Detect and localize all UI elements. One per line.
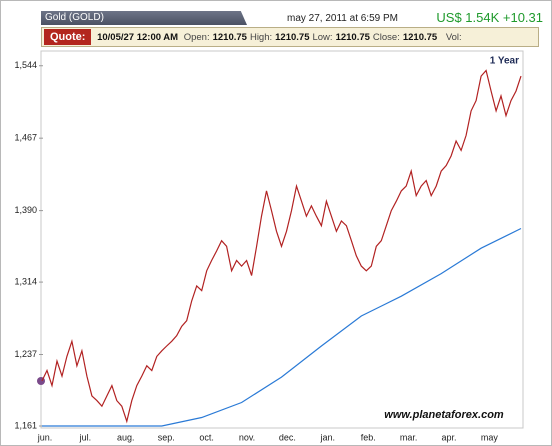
y-tick-label: 1,467 (14, 133, 37, 143)
quote-label: Close: (372, 32, 400, 43)
range-label: 1 Year (490, 56, 519, 67)
quote-fields: Open: 1210.75 High: 1210.75 Low: 1210.75 Close… (184, 32, 440, 43)
series-line (42, 227, 522, 427)
quote-value: 1210.75 (402, 32, 438, 43)
quote-label: Open: (183, 32, 210, 43)
plot-frame (40, 50, 524, 429)
y-tick-label: 1,390 (14, 205, 37, 215)
watermark-box (373, 393, 515, 427)
series-line (41, 69, 522, 424)
quote-label: High: (249, 32, 273, 43)
x-tick-label: sep. (158, 432, 175, 442)
header: Gold (GOLD) may 27, 2011 at 6:59 PM US$ … (1, 1, 551, 25)
y-tick-label: 1,161 (14, 420, 37, 430)
y-tick-label: 1,314 (14, 276, 37, 286)
x-tick-label: may (481, 432, 499, 442)
x-tick-label: jan. (320, 432, 336, 442)
timestamp: may 27, 2011 at 6:59 PM (287, 13, 398, 24)
quote-label: Low: (312, 32, 333, 43)
quote-label: Quote: (44, 29, 92, 45)
quote-bar: Quote: 10/05/27 12:00 AM Open: 1210.75 Hig… (41, 27, 539, 47)
volume-label: Vol: (445, 32, 462, 43)
quote-datetime: 10/05/27 12:00 AM (97, 32, 179, 43)
x-tick-label: aug. (117, 432, 135, 442)
y-tick-label: 1,237 (14, 349, 37, 359)
x-tick-label: jun. (37, 432, 53, 442)
x-tick-label: dec. (279, 432, 296, 442)
x-tick-label: nov. (239, 432, 255, 442)
x-tick-label: jul. (79, 432, 92, 442)
y-tick-label: 1,544 (14, 60, 37, 70)
price: US$ 1.54K +10.31 (436, 10, 543, 25)
quote-value: 1210.75 (275, 32, 310, 43)
x-tick-label: apr. (441, 432, 456, 442)
watermark: www.planetaforex.com (384, 409, 504, 421)
x-tick-label: feb. (361, 432, 376, 442)
quote-value: 1210.75 (212, 32, 247, 43)
quote-value: 1210.75 (335, 32, 370, 43)
symbol-tab: Gold (GOLD) (41, 11, 247, 25)
x-tick-label: oct. (199, 432, 214, 442)
x-tick-label: mar. (400, 432, 418, 442)
